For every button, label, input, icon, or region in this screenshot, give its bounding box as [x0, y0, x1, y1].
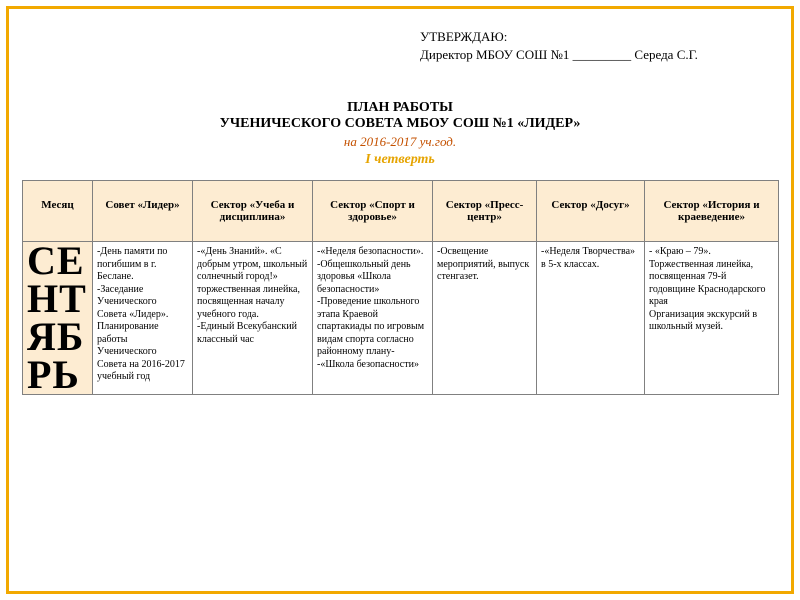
table-row: СЕНТЯБРЬ -День памяти по погибшим в г. Б…: [23, 242, 779, 395]
title-line1: ПЛАН РАБОТЫ: [0, 100, 800, 116]
cell-leader: -День памяти по погибшим в г. Беслане.-З…: [93, 242, 193, 395]
col-header-istoria: Сектор «История и краеведение»: [645, 181, 779, 242]
col-header-month: Месяц: [23, 181, 93, 242]
approval-line1: УТВЕРЖДАЮ:: [420, 28, 698, 46]
title-year: на 2016-2017 уч.год.: [0, 134, 800, 150]
title-quarter: I четверть: [0, 152, 800, 168]
plan-table: Месяц Совет «Лидер» Сектор «Учеба и дисц…: [22, 180, 779, 395]
cell-sport: -«Неделя безопасности».-Общешкольный ден…: [313, 242, 433, 395]
table-header-row: Месяц Совет «Лидер» Сектор «Учеба и дисц…: [23, 181, 779, 242]
approval-line2: Директор МБОУ СОШ №1 _________ Середа С.…: [420, 46, 698, 64]
col-header-sport: Сектор «Спорт и здоровье»: [313, 181, 433, 242]
title-line2: УЧЕНИЧЕСКОГО СОВЕТА МБОУ СОШ №1 «ЛИДЕР»: [0, 116, 800, 132]
cell-press: -Освещение мероприятий, выпуск стенгазет…: [433, 242, 537, 395]
col-header-leader: Совет «Лидер»: [93, 181, 193, 242]
title-block: ПЛАН РАБОТЫ УЧЕНИЧЕСКОГО СОВЕТА МБОУ СОШ…: [0, 100, 800, 168]
approval-block: УТВЕРЖДАЮ: Директор МБОУ СОШ №1 ________…: [420, 28, 698, 64]
cell-ucheba: -«День Знаний». «С добрым утром, школьны…: [193, 242, 313, 395]
col-header-dosug: Сектор «Досуг»: [537, 181, 645, 242]
col-header-ucheba: Сектор «Учеба и дисциплина»: [193, 181, 313, 242]
col-header-press: Сектор «Пресс-центр»: [433, 181, 537, 242]
month-label: СЕНТЯБРЬ: [27, 242, 88, 394]
cell-month: СЕНТЯБРЬ: [23, 242, 93, 395]
cell-dosug: -«Неделя Творчества» в 5-х классах.: [537, 242, 645, 395]
cell-istoria: - «Краю – 79». Торжественная линейка, по…: [645, 242, 779, 395]
